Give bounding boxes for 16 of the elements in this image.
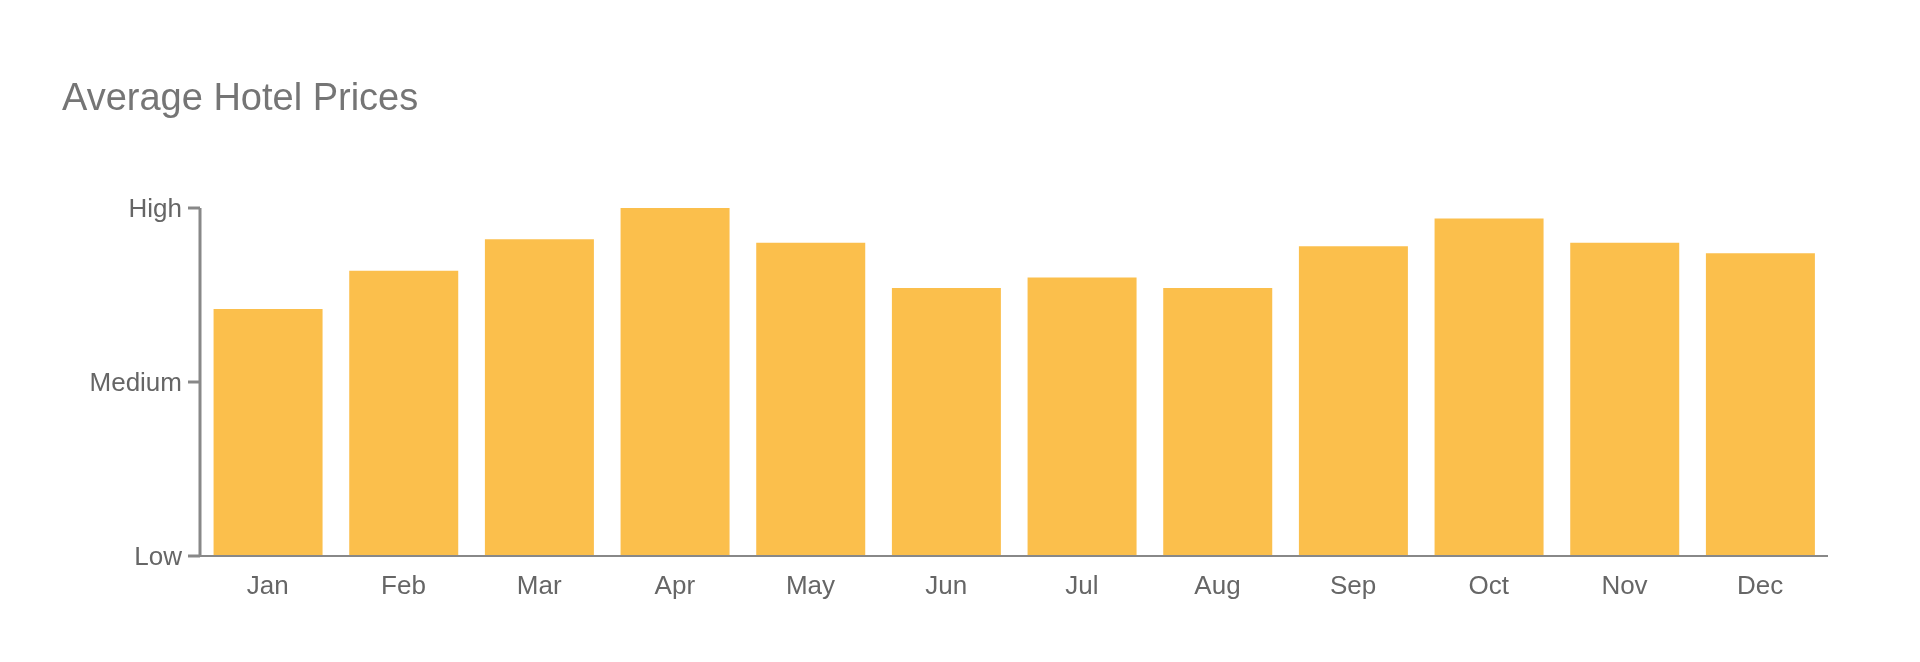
x-tick-label: Jul <box>1065 570 1099 601</box>
x-tick-label: Mar <box>516 570 562 601</box>
x-tick-label: Jun <box>925 570 968 601</box>
x-tick-label: Apr <box>654 570 696 601</box>
x-tick-label: Jan <box>246 570 289 601</box>
text: Low <box>134 541 183 572</box>
x-tick-label: Feb <box>381 570 426 601</box>
chart-title: Average Hotel Prices <box>62 75 420 120</box>
x-tick-label: Nov <box>1601 570 1648 601</box>
text: Medium <box>89 367 182 398</box>
x-tick-label: Oct <box>1468 570 1510 601</box>
text: High <box>128 193 182 224</box>
x-tick-label: Aug <box>1194 570 1241 601</box>
x-tick-label: Dec <box>1737 570 1784 601</box>
x-tick-label: Sep <box>1330 570 1377 601</box>
x-tick-label: May <box>785 570 836 601</box>
